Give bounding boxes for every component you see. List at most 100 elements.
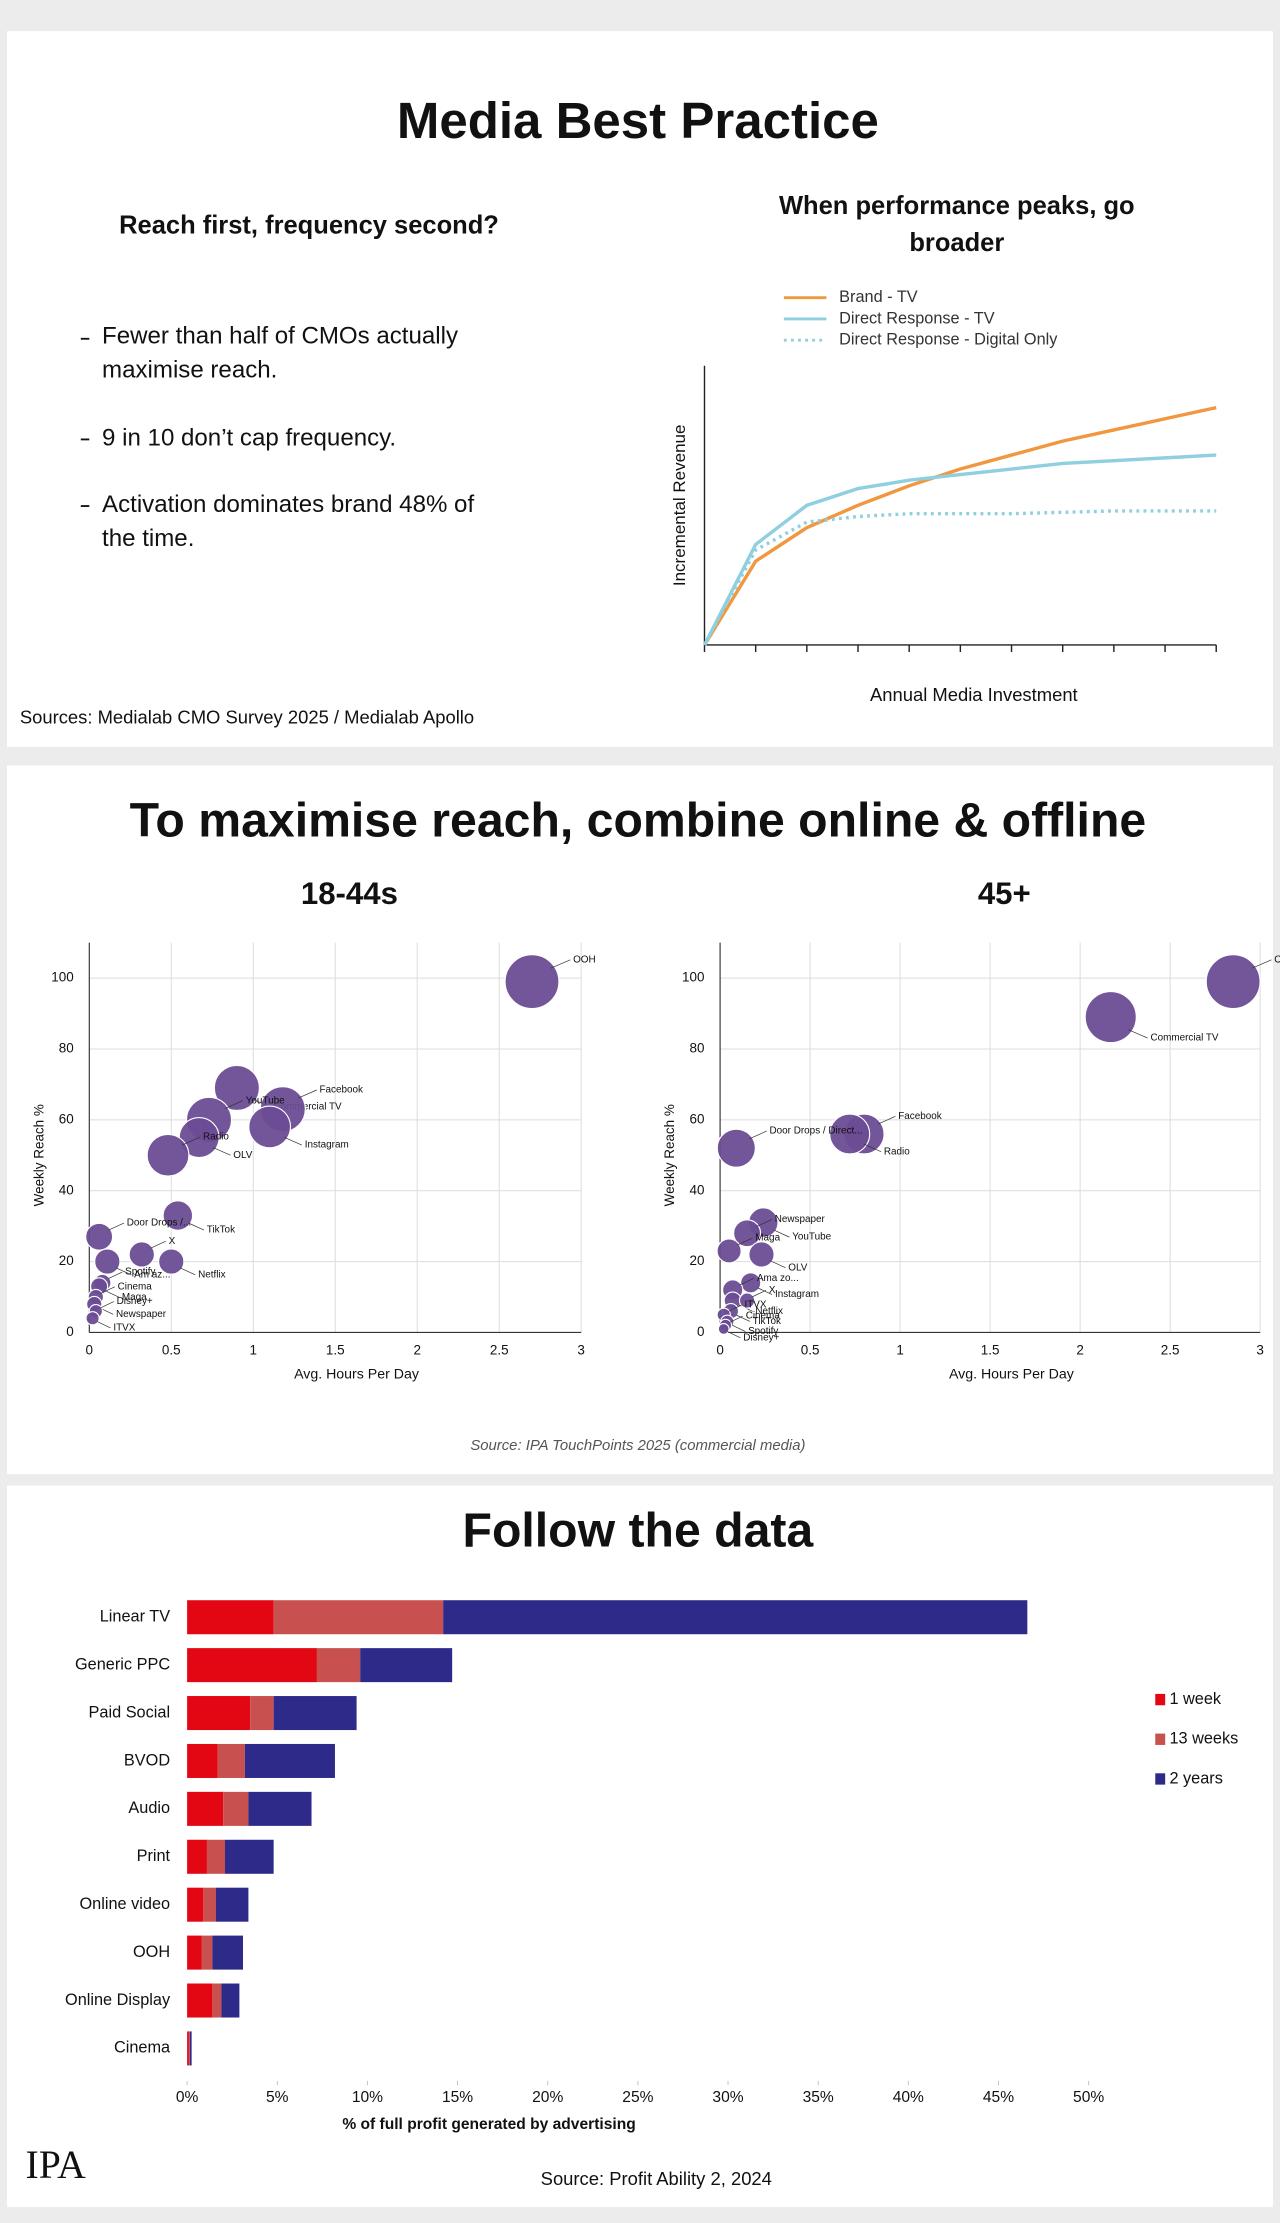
point-label: X: [769, 1285, 776, 1296]
bar-segment: [206, 1839, 225, 1874]
x-tick-label: 15%: [442, 2089, 473, 2106]
bubble: [85, 1311, 100, 1326]
bubble: [213, 1064, 260, 1112]
legend-swatch: [1155, 1733, 1166, 1745]
section-title: Follow the data: [463, 1503, 815, 1557]
bubble: [128, 1241, 155, 1268]
category-label: Audio: [128, 1799, 170, 1817]
leader-line: [731, 1324, 746, 1332]
point-label: Commercial TV: [274, 1102, 342, 1113]
x-tick-label: 2.5: [1161, 1342, 1180, 1357]
section-subtitle: Reach first, frequency second?: [119, 212, 499, 240]
x-tick-label: 0.5: [162, 1342, 181, 1357]
category-label: Linear TV: [100, 1608, 170, 1626]
leader-line: [188, 1222, 205, 1231]
category-label: Generic PPC: [75, 1655, 170, 1673]
x-tick-label: 30%: [712, 2089, 743, 2106]
x-tick-label: 40%: [893, 2089, 924, 2106]
y-tick-label: 100: [51, 970, 73, 985]
bar-segment: [443, 1600, 1028, 1635]
point-label: ITVX: [113, 1323, 135, 1334]
point-label: Maga: [755, 1233, 780, 1244]
source: Source: IPA TouchPoints 2025 (commercial…: [470, 1438, 805, 1454]
bullet: Fewer than half of CMOs actually maximise…: [102, 323, 458, 384]
point-label: Radio: [203, 1132, 229, 1143]
leader-line: [108, 1222, 125, 1231]
leader-line: [150, 1240, 166, 1249]
bubble: [717, 1322, 730, 1335]
legend-label: Brand - TV: [839, 288, 918, 306]
bar-segment: [187, 2031, 189, 2066]
leader-line: [212, 1147, 231, 1156]
content: Media Best Practice Reach first, frequen…: [7, 31, 1280, 2208]
chart-title: When performance peaks, go broader: [779, 192, 1135, 257]
point-label: Disney+: [743, 1332, 779, 1343]
point-label: YouTube: [246, 1095, 285, 1106]
x-tick-label: 1.5: [326, 1342, 345, 1357]
bubble: [748, 1241, 775, 1268]
bar-segment: [187, 1648, 317, 1683]
leader-line: [727, 1331, 741, 1339]
source: Sources: Medialab CMO Survey 2025 / Medi…: [20, 707, 474, 728]
leader-line: [749, 1130, 767, 1139]
leader-line: [728, 1304, 742, 1312]
x-tick-label: 2: [413, 1342, 420, 1357]
bubble: [162, 1200, 194, 1231]
bar-segment: [221, 1983, 240, 2018]
bar-segment: [212, 1983, 222, 2018]
point-label: Spotify: [125, 1267, 155, 1278]
bar-segment: [244, 1743, 335, 1778]
point-label: Radio: [884, 1146, 910, 1157]
category-label: Online Display: [65, 1991, 171, 2009]
x-tick-label: 1: [896, 1342, 903, 1357]
leader-line: [182, 1136, 201, 1146]
point-label: Am az...: [134, 1269, 170, 1280]
x-tick-label: 5%: [266, 2089, 289, 2106]
bar-segment: [187, 1743, 218, 1778]
section-title: To maximise reach, combine online & offl…: [130, 793, 1147, 847]
bubble: [733, 1219, 762, 1248]
point-label: Cinema: [118, 1281, 153, 1292]
category-label: OOH: [133, 1943, 170, 1961]
x-tick-label: 2: [1076, 1342, 1083, 1357]
bar-segment: [187, 1935, 202, 1970]
x-tick-label: 25%: [622, 2089, 653, 2106]
bubble: [158, 1248, 185, 1275]
y-tick-label: 40: [59, 1182, 74, 1197]
point-label: Ama zo...: [757, 1273, 799, 1284]
bubble: [829, 1113, 871, 1155]
y-tick-label: 0: [66, 1324, 73, 1339]
section-title: Media Best Practice: [397, 92, 879, 149]
y-axis-label: Weekly Reach %: [31, 1104, 46, 1206]
x-tick-label: 3: [1256, 1342, 1263, 1357]
leader-line: [736, 1314, 751, 1322]
leader-line: [101, 1286, 115, 1294]
legend-label: Direct Response - TV: [839, 309, 995, 327]
bar-segment: [187, 1983, 213, 2018]
x-tick-label: 0: [86, 1342, 93, 1357]
logo: IPA: [26, 2143, 87, 2187]
bar-segment: [360, 1648, 453, 1683]
bubble: [504, 954, 560, 1010]
leader-line: [284, 1137, 303, 1146]
x-tick-label: 20%: [532, 2089, 563, 2106]
bar-segment: [250, 1696, 274, 1731]
leader-line: [97, 1321, 111, 1329]
bubble: [94, 1248, 121, 1275]
point-label: Commercial TV: [1150, 1033, 1218, 1044]
bubble: [248, 1105, 292, 1149]
point-label: Disney+: [117, 1296, 153, 1307]
leader-line: [729, 1315, 744, 1323]
legend-swatch: [1155, 1693, 1166, 1706]
leader-line: [108, 1271, 123, 1279]
bar-segment: [215, 1887, 249, 1922]
y-tick-label: 80: [59, 1041, 74, 1056]
point-label: TikTok: [753, 1316, 781, 1327]
point-label: Netflix: [755, 1306, 783, 1317]
bar-segment: [189, 2031, 192, 2066]
y-tick-label: 60: [59, 1111, 74, 1126]
point-label: Netflix: [198, 1269, 226, 1280]
bar-segment: [187, 1791, 224, 1826]
